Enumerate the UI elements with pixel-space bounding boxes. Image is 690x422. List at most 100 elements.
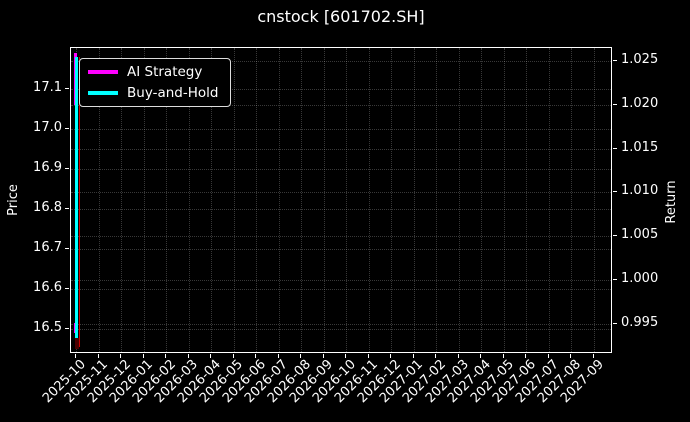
grid-line-vertical [188, 48, 190, 352]
grid-line-vertical [278, 48, 280, 352]
x-tick-mark [502, 354, 504, 358]
x-tick-mark [457, 354, 459, 358]
right-tick-label: 1.025 [621, 51, 659, 67]
right-tick-mark [613, 147, 617, 149]
grid-line-horizontal [71, 329, 611, 330]
x-tick-mark [120, 354, 122, 358]
left-tick-label: 16.6 [33, 280, 62, 295]
grid-line-vertical [368, 48, 370, 352]
grid-line-horizontal [71, 129, 611, 130]
right-tick-mark [613, 103, 617, 105]
legend-line-swatch [88, 91, 118, 95]
left-tick-label: 17.0 [33, 120, 62, 135]
right-tick-label: 1.000 [621, 270, 659, 286]
left-tick-mark [65, 128, 69, 129]
left-tick-mark [65, 88, 69, 89]
grid-line-horizontal [71, 323, 611, 325]
grid-line-horizontal [71, 236, 611, 238]
grid-line-vertical [233, 48, 235, 352]
legend-line-swatch [88, 70, 118, 74]
grid-line-vertical [301, 48, 303, 352]
left-tick-label: 16.7 [33, 240, 62, 255]
right-tick-mark [613, 278, 617, 280]
legend: AI Strategy Buy-and-Hold [79, 58, 232, 107]
grid-line-vertical [346, 48, 348, 352]
grid-line-vertical [436, 48, 438, 352]
x-tick-mark [232, 354, 234, 358]
grid-line-horizontal [71, 89, 611, 90]
series-segment-buy-and-hold [74, 57, 78, 339]
left-tick-label: 16.9 [33, 160, 62, 175]
left-tick-label: 16.5 [33, 320, 62, 335]
x-tick-mark [75, 354, 76, 358]
grid-line-vertical [458, 48, 460, 352]
grid-line-horizontal [71, 209, 611, 210]
grid-line-horizontal [71, 279, 611, 281]
grid-line-horizontal [71, 289, 611, 290]
grid-line-vertical [143, 48, 145, 352]
x-tick-mark [255, 354, 257, 358]
grid-line-horizontal [71, 192, 611, 194]
plot-area: AI Strategy Buy-and-Hold [70, 47, 612, 353]
legend-item: Buy-and-Hold [88, 85, 218, 101]
x-tick-mark [367, 354, 369, 358]
grid-line-vertical [503, 48, 505, 352]
left-tick-mark [65, 248, 69, 249]
grid-line-vertical [256, 48, 258, 352]
grid-line-horizontal [71, 148, 611, 150]
grid-line-vertical [391, 48, 393, 352]
grid-line-vertical [571, 48, 573, 352]
x-tick-mark [390, 354, 392, 358]
left-tick-label: 17.1 [33, 80, 62, 95]
y-axis-label-right: Return [664, 180, 679, 224]
right-tick-label: 1.015 [621, 139, 659, 155]
x-tick-mark [97, 354, 99, 358]
x-tick-mark [187, 354, 189, 358]
x-tick-mark [345, 354, 347, 358]
grid-line-vertical [413, 48, 415, 352]
grid-line-horizontal [71, 104, 611, 106]
grid-line-horizontal [71, 249, 611, 250]
right-tick-label: 0.995 [621, 314, 659, 330]
right-tick-label: 1.020 [621, 95, 659, 111]
grid-line-vertical [548, 48, 550, 352]
x-tick-mark [277, 354, 279, 358]
legend-item-label: Buy-and-Hold [127, 85, 219, 101]
left-tick-mark [65, 328, 69, 329]
grid-line-vertical [481, 48, 483, 352]
x-tick-mark [210, 354, 212, 358]
x-tick-mark [322, 354, 324, 358]
grid-line-horizontal [71, 60, 611, 62]
grid-line-vertical [593, 48, 595, 352]
right-tick-label: 1.010 [621, 183, 659, 199]
grid-line-vertical [211, 48, 213, 352]
x-tick-mark [480, 354, 482, 358]
legend-item: AI Strategy [88, 64, 218, 80]
grid-line-vertical [323, 48, 325, 352]
x-tick-mark [165, 354, 167, 358]
grid-line-vertical [526, 48, 528, 352]
y-axis-label-left: Price [6, 184, 21, 216]
legend-item-label: AI Strategy [127, 64, 203, 80]
x-tick-mark [525, 354, 527, 358]
grid-line-vertical [98, 48, 100, 352]
chart-title: cnstock [601702.SH] [257, 7, 425, 26]
x-tick-mark [435, 354, 437, 358]
left-tick-mark [65, 168, 69, 169]
left-tick-label: 16.8 [33, 200, 62, 215]
left-tick-mark [65, 208, 69, 209]
grid-line-vertical [121, 48, 123, 352]
series-segment-unlabeled-red [75, 337, 80, 349]
right-tick-label: 1.005 [621, 227, 659, 243]
right-tick-mark [613, 235, 617, 237]
x-tick-mark [142, 354, 144, 358]
x-tick-mark [412, 354, 414, 358]
x-tick-mark [592, 354, 594, 358]
series-segment-unlabeled-red [78, 57, 81, 347]
right-tick-mark [613, 191, 617, 193]
x-tick-mark [570, 354, 572, 358]
grid-line-horizontal [71, 169, 611, 170]
right-tick-mark [613, 59, 617, 61]
x-tick-mark [547, 354, 549, 358]
